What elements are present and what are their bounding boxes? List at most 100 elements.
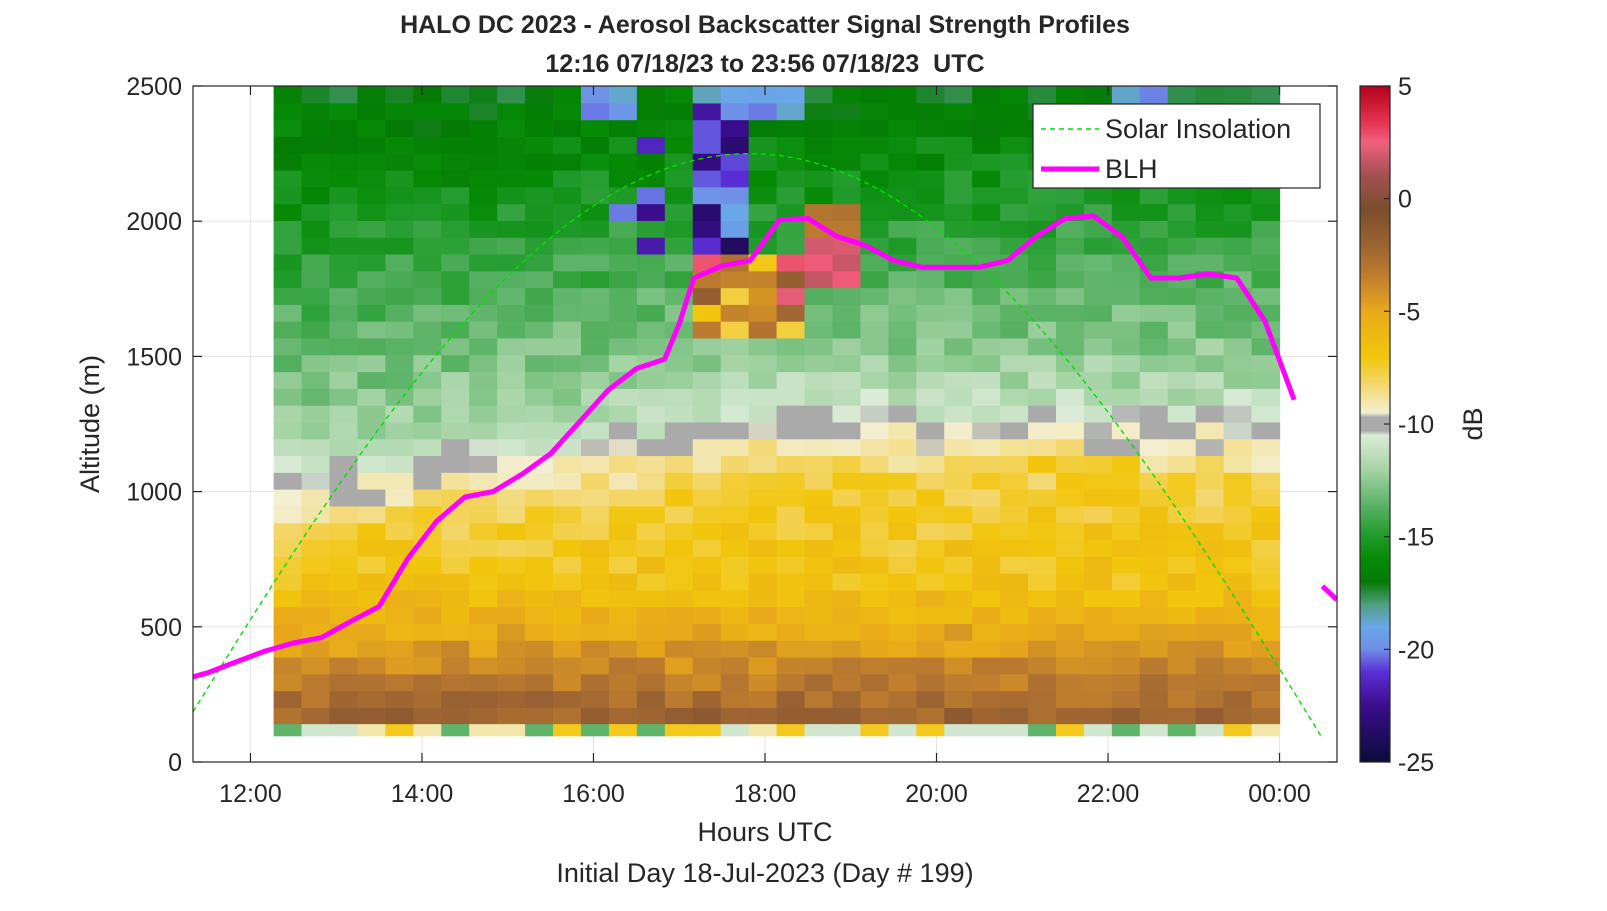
heatmap-cell	[888, 690, 917, 708]
heatmap-cell	[804, 606, 834, 624]
heatmap-cell	[553, 371, 582, 389]
heatmap-surface-cell	[720, 724, 750, 737]
heatmap-cell	[608, 505, 638, 524]
heatmap-cell	[888, 539, 917, 557]
heatmap-cell	[385, 86, 414, 104]
heatmap-cell	[1167, 656, 1197, 675]
heatmap-cell	[1056, 304, 1085, 322]
heatmap-cell	[888, 623, 917, 641]
heatmap-cell	[664, 573, 694, 591]
heatmap-cell	[469, 186, 498, 205]
heatmap-cell	[1111, 321, 1141, 339]
heatmap-cell	[916, 556, 945, 574]
heatmap-cell	[525, 405, 554, 423]
heatmap-cell	[1167, 321, 1197, 339]
heatmap-cell	[329, 203, 359, 221]
heatmap-cell	[832, 556, 861, 574]
heatmap-cell	[1028, 253, 1057, 272]
heatmap-cell	[692, 640, 722, 658]
heatmap-cell	[720, 354, 750, 373]
heatmap-cell	[664, 220, 694, 238]
heatmap-cell	[580, 253, 610, 272]
heatmap-cell	[776, 253, 806, 272]
y-tick-label: 1500	[126, 343, 182, 371]
heatmap-cell	[441, 337, 470, 356]
colorbar-tick-label: 5	[1398, 73, 1412, 101]
heatmap-cell	[888, 455, 917, 473]
heatmap-cell	[1028, 287, 1057, 305]
x-tick-label: 20:00	[905, 780, 968, 808]
heatmap-cell	[692, 539, 722, 557]
heatmap-cell	[1083, 573, 1113, 591]
heatmap-cell	[497, 522, 526, 541]
heatmap-cell	[357, 237, 386, 255]
heatmap-cell	[357, 220, 386, 238]
heatmap-cell	[664, 522, 694, 541]
heatmap-cell	[636, 489, 666, 507]
x-tick-label: 16:00	[562, 780, 625, 808]
heatmap-cell	[469, 153, 498, 171]
heatmap-cell	[469, 86, 498, 104]
heatmap-cell	[525, 186, 554, 205]
heatmap-cell	[804, 388, 834, 406]
heatmap-cell	[636, 337, 666, 356]
heatmap-cell	[580, 136, 610, 154]
heatmap-cell	[497, 623, 526, 641]
heatmap-cell	[944, 287, 973, 305]
heatmap-cell	[1139, 287, 1169, 305]
heatmap-cell	[1139, 539, 1169, 557]
heatmap-cell	[1167, 556, 1197, 574]
heatmap-cell	[916, 371, 945, 389]
heatmap-cell	[329, 388, 359, 406]
heatmap-cell	[636, 153, 666, 171]
heatmap-cell	[525, 472, 554, 490]
heatmap-cell	[692, 673, 722, 692]
heatmap-cell	[385, 220, 414, 238]
heatmap-cell	[1195, 606, 1225, 624]
heatmap-cell	[1000, 673, 1029, 692]
heatmap-cell	[664, 606, 694, 624]
heatmap-cell	[1251, 86, 1281, 104]
heatmap-cell	[497, 371, 526, 389]
heatmap-cell	[748, 203, 778, 221]
heatmap-cell	[860, 505, 889, 524]
heatmap-cell	[469, 556, 498, 574]
heatmap-cell	[608, 220, 638, 238]
heatmap-cell	[776, 539, 806, 557]
heatmap-cell	[580, 673, 610, 692]
heatmap-cell	[776, 136, 806, 154]
heatmap-cell	[413, 421, 442, 440]
heatmap-cell	[1251, 505, 1281, 524]
heatmap-cell	[441, 270, 470, 289]
heatmap-cell	[1028, 573, 1057, 591]
heatmap-cell	[385, 203, 414, 221]
heatmap-cell	[1223, 673, 1253, 692]
heatmap-cell	[413, 707, 442, 725]
heatmap-cell	[888, 489, 917, 507]
heatmap-cell	[357, 421, 386, 440]
heatmap-cell	[1223, 421, 1253, 440]
heatmap-cell	[1139, 253, 1169, 272]
heatmap-cell	[413, 690, 442, 708]
heatmap-cell	[553, 203, 582, 221]
heatmap-cell	[329, 556, 359, 574]
heatmap-cell	[441, 354, 470, 373]
heatmap-cell	[301, 169, 331, 188]
heatmap-cell	[664, 253, 694, 272]
heatmap-cell	[525, 573, 554, 591]
heatmap-cell	[1083, 472, 1113, 490]
heatmap-cell	[1028, 371, 1057, 389]
heatmap-cell	[273, 606, 303, 624]
heatmap-cell	[301, 589, 331, 608]
heatmap-cell	[469, 589, 498, 608]
heatmap-cell	[273, 556, 303, 574]
heatmap-cell	[832, 337, 861, 356]
heatmap-cell	[273, 220, 303, 238]
heatmap-cell	[329, 472, 359, 490]
heatmap-cell	[553, 388, 582, 406]
heatmap-cell	[664, 656, 694, 675]
heatmap-cell	[1083, 438, 1113, 457]
heatmap-cell	[273, 119, 303, 137]
heatmap-cell	[1167, 287, 1197, 305]
heatmap-cell	[329, 220, 359, 238]
